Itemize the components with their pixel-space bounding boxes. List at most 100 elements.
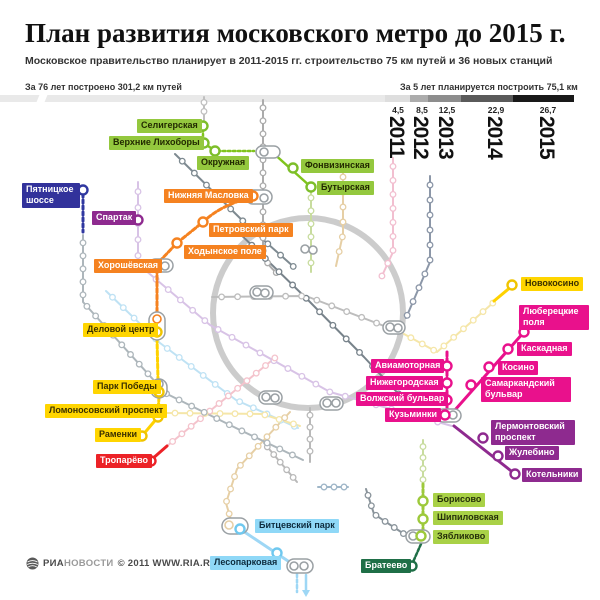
line-bead xyxy=(187,422,195,430)
station-label: Хорошёвская xyxy=(94,259,162,273)
line-bead xyxy=(175,396,183,404)
line-bead xyxy=(276,458,284,466)
station-marker xyxy=(502,343,514,355)
line-bead xyxy=(469,316,477,324)
station-label: Котельники xyxy=(522,468,583,482)
station-label: Лермонтовский проспект xyxy=(491,420,575,445)
line-bead xyxy=(187,362,195,370)
continuation-arrow-icon xyxy=(302,590,310,597)
line-bead xyxy=(289,262,297,270)
station-label: Бутырская xyxy=(317,181,374,195)
line-bead xyxy=(127,351,134,358)
line-bead xyxy=(389,204,397,212)
line-bead xyxy=(306,423,314,431)
station-marker xyxy=(483,361,495,373)
line-bead xyxy=(176,296,184,304)
built-length-label: За 76 лет построено 301,2 км путей xyxy=(25,82,182,92)
line-bead xyxy=(389,246,397,254)
line-bead xyxy=(358,313,366,321)
station-label: Самаркандский бульвар xyxy=(481,377,571,402)
line-bead xyxy=(430,346,438,354)
footer-credit: РИАНОВОСТИ © 2011 WWW.RIA.RU xyxy=(26,557,217,570)
line-bead xyxy=(298,292,306,300)
station-label: Шипиловская xyxy=(433,511,503,525)
timeline-year: 2012 xyxy=(409,116,432,159)
station-label: Нижегородская xyxy=(366,376,443,390)
line-bead xyxy=(262,362,269,370)
line-bead xyxy=(381,517,389,525)
line-bead xyxy=(407,334,415,342)
line-bead xyxy=(384,259,392,267)
line-bead xyxy=(259,208,267,216)
line-bead xyxy=(341,392,349,400)
station-label: Кузьминки xyxy=(385,408,442,422)
station-marker xyxy=(439,409,451,421)
line-bead xyxy=(373,319,381,327)
station-label: Волжский бульвар xyxy=(356,392,449,406)
line-bead xyxy=(340,483,348,491)
line-bead xyxy=(189,306,197,314)
line-bead xyxy=(214,326,222,333)
planned-progress-bar xyxy=(385,95,574,102)
line-bead xyxy=(307,207,315,215)
station-marker xyxy=(171,237,183,249)
station-label: Спартак xyxy=(92,211,137,225)
station-label: Верхние Лихоборы xyxy=(109,136,204,150)
line-bead xyxy=(259,182,267,190)
line-bead xyxy=(426,226,434,234)
line-bead xyxy=(339,203,347,211)
line-bead xyxy=(307,233,315,241)
line-bead xyxy=(242,341,250,349)
line-bead xyxy=(313,296,321,304)
line-bead xyxy=(178,157,186,165)
line-bead xyxy=(389,176,397,184)
line-bead xyxy=(259,169,267,177)
line-bead xyxy=(252,369,260,377)
line-bead xyxy=(200,408,208,416)
line-bead xyxy=(144,370,152,378)
line-bead xyxy=(307,259,315,267)
line-bead xyxy=(306,447,314,455)
line-bead xyxy=(270,451,278,458)
line-bead xyxy=(216,410,224,418)
line-bead xyxy=(306,435,314,443)
line-bead xyxy=(276,445,284,453)
line-bead xyxy=(259,130,267,138)
line-bead xyxy=(254,442,262,450)
progress-segment xyxy=(385,95,410,102)
station-label: Борисово xyxy=(433,493,486,507)
line-bead xyxy=(134,236,142,244)
station-label: Раменки xyxy=(95,428,142,442)
timeline-year: 2013 xyxy=(434,116,457,159)
line-bead xyxy=(256,349,264,357)
line-bead xyxy=(426,241,434,249)
timeline-year: 2014 xyxy=(483,116,506,159)
line-bead xyxy=(275,268,283,276)
timeline-value: 4,5 xyxy=(392,105,404,115)
line-bead xyxy=(261,411,269,419)
station-marker xyxy=(492,450,504,462)
line-bead xyxy=(479,308,487,316)
line-bead xyxy=(236,398,244,406)
line-bead xyxy=(259,104,267,112)
line-bead xyxy=(251,433,258,441)
line-bead xyxy=(134,204,142,212)
line-bead xyxy=(281,414,289,422)
line-bead xyxy=(171,409,179,417)
line-bead xyxy=(298,372,306,380)
line-bead xyxy=(378,272,386,280)
line-bead xyxy=(213,415,221,422)
station-label: Жулебино xyxy=(505,446,559,460)
station-marker xyxy=(509,468,521,480)
line-bead xyxy=(211,380,219,388)
line-bead xyxy=(259,117,267,125)
station-label: Нижняя Масловка xyxy=(164,189,253,203)
line-bead xyxy=(275,415,283,423)
station-label: Каскадная xyxy=(517,342,572,356)
timeline-value: 8,5 xyxy=(416,105,428,115)
line-bead xyxy=(419,443,427,451)
line-bead xyxy=(249,404,257,412)
station-label: Фонвизинская xyxy=(301,159,374,173)
line-bead xyxy=(272,423,280,431)
